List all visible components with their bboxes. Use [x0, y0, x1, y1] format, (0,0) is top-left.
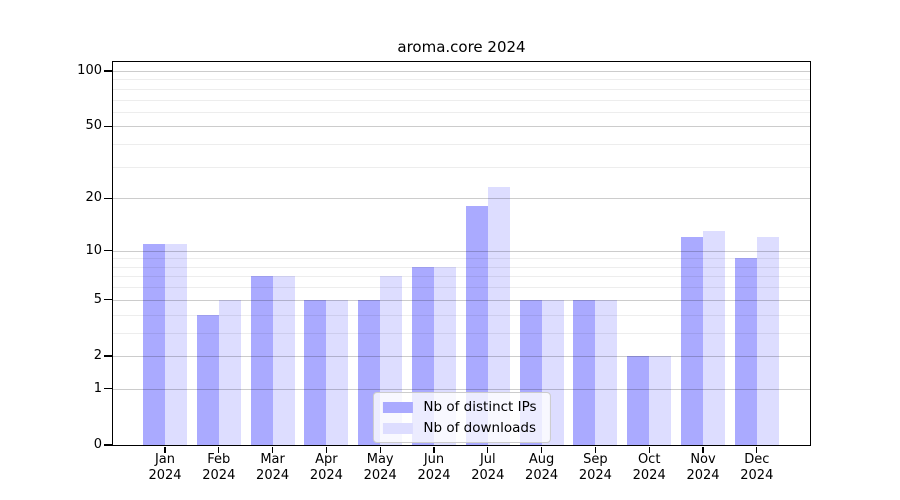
x-tick-mark-aug: [541, 446, 543, 453]
y-tick-mark-0: [104, 444, 112, 446]
minor-gridline-8: [113, 266, 810, 268]
bar-downloads-mar: [272, 276, 295, 445]
y-tick-label-5: 5: [93, 291, 102, 307]
minor-gridline-90: [113, 79, 810, 81]
legend-swatch-downloads: [382, 422, 413, 434]
y-tick-label-20: 20: [85, 190, 102, 206]
bar-ips-jul: [465, 206, 488, 445]
plot-area: Nb of distinct IPs Nb of downloads: [113, 62, 810, 445]
bar-ips-sep: [573, 299, 596, 445]
x-tick-mark-feb: [218, 446, 220, 453]
minor-gridline-80: [113, 88, 810, 90]
y-tick-mark-2: [104, 355, 112, 357]
bar-ips-mar: [250, 276, 273, 445]
x-tick-label-nov: Nov 2024: [686, 452, 720, 483]
x-tick-mark-nov: [702, 446, 704, 453]
x-tick-mark-sep: [594, 446, 596, 453]
bar-downloads-apr: [326, 299, 349, 445]
y-tick-mark-50: [104, 125, 112, 127]
x-tick-mark-apr: [325, 446, 327, 453]
y-tick-label-10: 10: [85, 242, 102, 258]
y-tick-mark-100: [104, 70, 112, 72]
bar-downloads-jan: [165, 243, 187, 445]
minor-gridline-7: [113, 276, 810, 278]
gridline-20: [113, 198, 810, 200]
x-tick-mark-may: [379, 446, 381, 453]
minor-gridline-70: [113, 99, 810, 101]
bar-ips-dec: [734, 258, 757, 445]
bar-ips-apr: [304, 299, 327, 445]
x-tick-label-oct: Oct 2024: [632, 452, 666, 483]
bars-layer: [113, 62, 810, 445]
x-tick-mark-jul: [487, 446, 489, 453]
legend: Nb of distinct IPs Nb of downloads: [372, 392, 551, 443]
x-tick-label-may: May 2024: [363, 452, 397, 483]
y-tick-mark-5: [104, 299, 112, 301]
y-tick-label-2: 2: [93, 347, 102, 363]
x-tick-label-apr: Apr 2024: [309, 452, 343, 483]
minor-gridline-6: [113, 287, 810, 289]
y-tick-label-50: 50: [85, 118, 102, 134]
minor-gridline-3: [113, 332, 810, 334]
x-tick-label-aug: Aug 2024: [525, 452, 559, 483]
minor-gridline-4: [113, 314, 810, 316]
bar-ips-oct: [627, 355, 650, 445]
minor-gridline-40: [113, 144, 810, 146]
x-tick-mark-jun: [433, 446, 435, 453]
gridline-5: [113, 299, 810, 301]
gridline-2: [113, 355, 810, 357]
x-tick-mark-mar: [272, 446, 274, 453]
grid-layer: [113, 62, 810, 445]
x-tick-label-dec: Dec 2024: [740, 452, 774, 483]
bar-ips-nov: [681, 237, 703, 445]
bar-downloads-feb: [218, 299, 241, 445]
legend-label-ips: Nb of distinct IPs: [423, 399, 537, 415]
minor-gridline-60: [113, 111, 810, 113]
gridline-100: [113, 71, 810, 72]
x-tick-label-feb: Feb 2024: [202, 452, 236, 483]
x-tick-label-mar: Mar 2024: [256, 452, 290, 483]
bar-downloads-dec: [756, 237, 779, 445]
x-tick-mark-dec: [756, 446, 758, 453]
legend-label-downloads: Nb of downloads: [423, 420, 536, 436]
legend-row-ips: Nb of distinct IPs: [382, 399, 537, 415]
x-tick-label-jun: Jun 2024: [417, 452, 451, 483]
x-tick-label-jul: Jul 2024: [471, 452, 505, 483]
x-tick-mark-oct: [648, 446, 650, 453]
bar-downloads-sep: [595, 299, 618, 445]
legend-swatch-ips: [382, 401, 413, 413]
y-tick-label-0: 0: [93, 437, 102, 452]
minor-gridline-9: [113, 258, 810, 260]
y-tick-label-100: 100: [77, 63, 102, 78]
x-tick-label-jan: Jan 2024: [148, 452, 182, 483]
y-tick-mark-10: [104, 250, 112, 252]
x-tick-mark-jan: [164, 446, 166, 453]
bar-ips-feb: [196, 314, 219, 445]
y-tick-label-1: 1: [93, 380, 102, 396]
legend-row-downloads: Nb of downloads: [382, 420, 536, 436]
gridline-1: [113, 388, 810, 390]
chart-title: aroma.core 2024: [397, 38, 526, 56]
bar-downloads-jul: [487, 187, 510, 445]
gridline-50: [113, 126, 810, 128]
y-tick-mark-20: [104, 197, 112, 199]
bar-ips-jan: [143, 243, 165, 445]
bar-downloads-nov: [703, 231, 725, 445]
gridline-10: [113, 250, 810, 252]
x-tick-label-sep: Sep 2024: [578, 452, 612, 483]
bar-downloads-oct: [649, 355, 672, 445]
y-tick-mark-1: [104, 388, 112, 390]
minor-gridline-30: [113, 166, 810, 168]
